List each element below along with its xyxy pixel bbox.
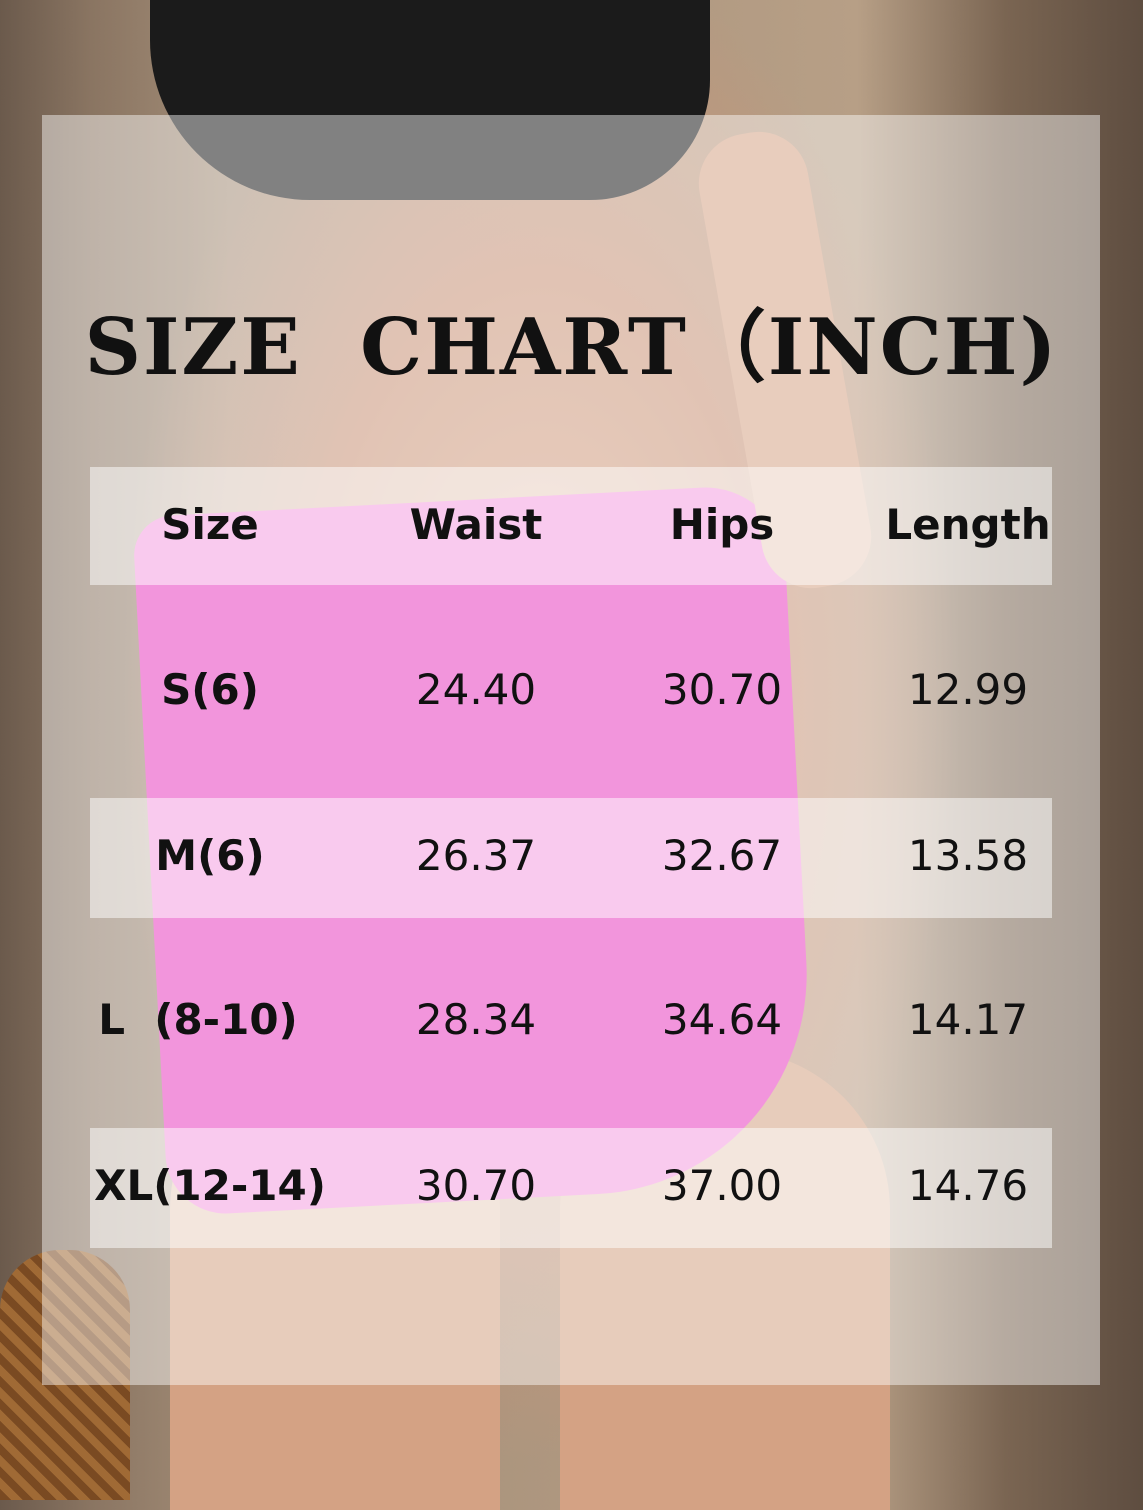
- length-cell: 12.99: [907, 665, 1029, 714]
- table-row: L (8-10) 28.34 34.64 14.17: [0, 960, 1143, 1080]
- length-cell: 14.76: [907, 1161, 1029, 1210]
- header-band: [90, 467, 1052, 585]
- waist-cell: 28.34: [415, 995, 537, 1044]
- row-band: [90, 1128, 1052, 1248]
- hips-cell: 32.67: [661, 831, 783, 880]
- header-length: Length: [885, 500, 1051, 549]
- header-size: Size: [161, 500, 259, 549]
- waist-cell: 30.70: [415, 1161, 537, 1210]
- waist-cell: 24.40: [415, 665, 537, 714]
- size-cell: L (8-10): [98, 995, 298, 1044]
- header-waist: Waist: [409, 500, 543, 549]
- waist-cell: 26.37: [415, 831, 537, 880]
- length-cell: 14.17: [907, 995, 1029, 1044]
- length-cell: 13.58: [907, 831, 1029, 880]
- size-cell: S(6): [161, 665, 259, 714]
- table-row: S(6) 24.40 30.70 12.99: [0, 630, 1143, 750]
- wicker-basket: [0, 1250, 130, 1500]
- black-bikini-top: [150, 0, 710, 200]
- header-hips: Hips: [669, 500, 775, 549]
- hips-cell: 37.00: [661, 1161, 783, 1210]
- table-row: M(6) 26.37 32.67 13.58: [0, 796, 1143, 916]
- table-header: Size Waist Hips Length: [0, 465, 1143, 585]
- table-row: XL(12-14) 30.70 37.00 14.76: [0, 1126, 1143, 1246]
- hips-cell: 30.70: [661, 665, 783, 714]
- size-cell: XL(12-14): [94, 1161, 326, 1210]
- chart-title: SIZE CHART（INCH): [84, 302, 1059, 393]
- size-cell: M(6): [155, 831, 265, 880]
- row-band: [90, 798, 1052, 918]
- hips-cell: 34.64: [661, 995, 783, 1044]
